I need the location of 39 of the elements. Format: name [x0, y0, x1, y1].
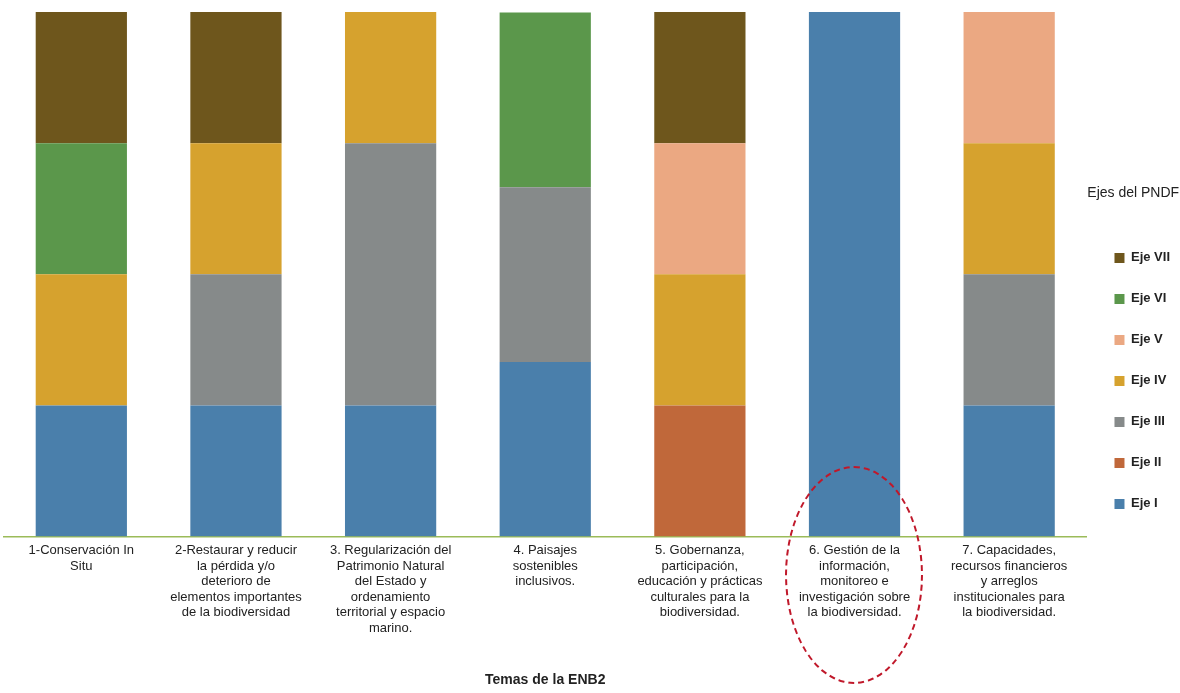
x-tick-label: 4. Paisajes sostenibles inclusivos.: [512, 541, 579, 589]
legend-label: Eje II: [1130, 454, 1162, 470]
bar: [35, 12, 127, 144]
bar: [35, 274, 127, 406]
x-axis-title: Temas de la ENB2: [485, 671, 606, 688]
bar: [344, 12, 437, 144]
bar: [654, 143, 746, 275]
bar: [808, 12, 901, 537]
bar: [190, 143, 282, 275]
bar: [499, 187, 591, 362]
bar: [963, 12, 1055, 144]
bar: [35, 143, 127, 275]
x-tick-label: 5. Gobernanza, participación, educación y prácticas culturales para la biodiversidad.: [637, 541, 763, 620]
bar: [963, 405, 1055, 537]
x-tick-label: 1-Conservación In Situ: [28, 541, 135, 573]
legend-label: Eje VI: [1130, 290, 1167, 306]
legend-label: Eje VII: [1130, 249, 1171, 265]
legend-label: Eje I: [1130, 495, 1158, 511]
bar: [344, 143, 437, 406]
x-tick-label: 2-Restaurar y reducir la pérdida y/o deterioro de elementos importantes de la biodiversidad: [170, 541, 303, 620]
bar: [344, 405, 437, 537]
x-tick-label: 3. Regularización del Patrimonio Natural del Estado y ordenamiento territorial y espacio marino.: [329, 541, 452, 635]
bar: [190, 274, 282, 406]
bar: [190, 405, 282, 537]
x-tick-label: 6. Gestión de la información, monitoreo e investigación sobre la biodiversidad.: [798, 541, 911, 620]
bar: [35, 405, 127, 537]
bar: [963, 143, 1055, 275]
bar: [654, 12, 746, 144]
bar: [963, 274, 1055, 406]
x-tick-label: 7. Capacidades, recursos financieros y arreglos institucionales para la biodiversidad.: [951, 541, 1068, 620]
bar: [499, 361, 591, 537]
legend-title: Ejes del PNDF: [1087, 184, 1180, 201]
bar: [654, 274, 746, 406]
bar: [654, 405, 746, 537]
bar: [499, 12, 591, 188]
legend-label: Eje IV: [1130, 372, 1167, 388]
legend-label: Eje III: [1130, 413, 1165, 429]
bar: [190, 12, 282, 144]
legend-label: Eje V: [1130, 331, 1164, 347]
